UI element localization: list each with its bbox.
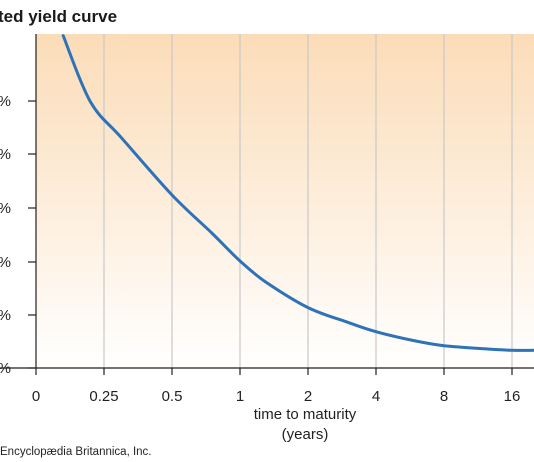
series-group [61, 34, 534, 352]
data-point [375, 330, 378, 333]
data-point [511, 349, 514, 352]
x-tick-label-4: 4 [372, 388, 380, 405]
data-point [210, 232, 213, 235]
y-tick-label: % [0, 93, 11, 110]
y-tick-label: % [0, 254, 11, 271]
x-tick-label-0.25: 0.25 [89, 388, 118, 405]
data-point [62, 34, 65, 37]
chart-title: ted yield curve [0, 7, 117, 26]
y-tick-label: % [0, 200, 11, 217]
data-point [171, 194, 174, 197]
data-point [414, 340, 417, 343]
x-axis-label-line1: time to maturity [254, 406, 357, 423]
data-point [264, 281, 267, 284]
x-tick-label-16: 16 [504, 388, 521, 405]
data-point [346, 321, 349, 324]
x-tick-label-2: 2 [304, 388, 312, 405]
credit-line: Encyclopædia Britannica, Inc. [0, 446, 152, 458]
x-tick-label-1: 1 [236, 388, 244, 405]
data-point [443, 344, 446, 347]
y-tick-label: % [0, 146, 11, 163]
data-point [89, 100, 92, 103]
x-axis-label-line2: (years) [282, 426, 329, 443]
plot-background [36, 34, 534, 368]
x-tick-label-0.5: 0.5 [162, 388, 183, 405]
data-point [307, 306, 310, 309]
x-axis: 0 0.25 0.5 1 2 4 8 16 [0, 367, 534, 405]
y-axis: %%%%%% [0, 34, 37, 377]
y-tick-label: % [0, 307, 11, 324]
x-tick-label-8: 8 [440, 388, 448, 405]
vertical-gridlines [103, 34, 513, 368]
data-point [482, 347, 485, 350]
data-point [120, 137, 123, 140]
data-point [239, 260, 242, 263]
series-line-0 [61, 34, 534, 352]
x-tick-label-0: 0 [32, 388, 40, 405]
